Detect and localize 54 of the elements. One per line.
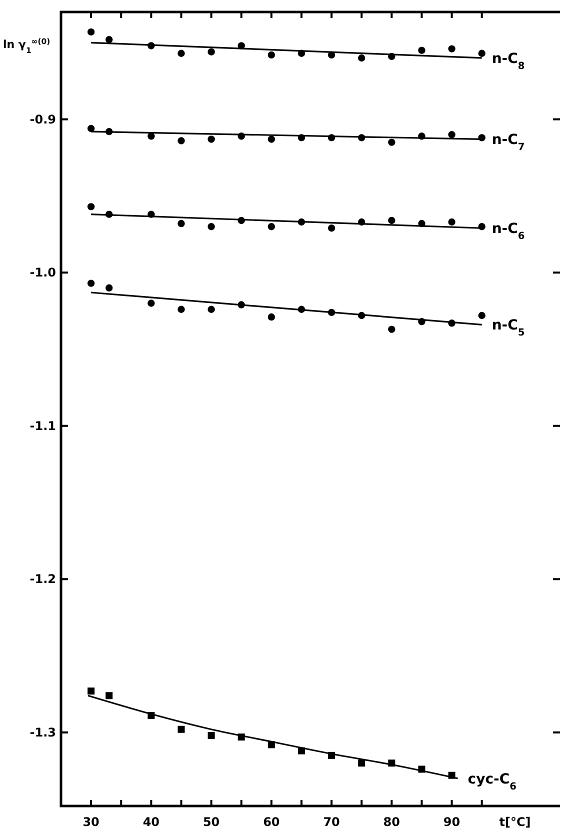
point [358,760,366,767]
point [388,138,396,146]
point [448,45,456,52]
x-tick-label: 30 [82,815,100,829]
x-tick-label: 80 [383,815,400,829]
x-tick-label: 50 [202,815,220,829]
point [178,50,185,57]
y-tick-label: -0.9 [30,112,56,126]
point [208,48,215,56]
series-label: n-C$_{8}$ [492,50,525,72]
point [268,136,276,143]
y-tick-label: -1.2 [30,572,56,586]
x-tick-label: 40 [142,815,160,829]
point [208,222,215,230]
point [105,284,113,292]
point [178,306,185,313]
x-tick-label: 90 [443,815,460,829]
point [105,36,113,44]
point [268,222,276,230]
point [358,54,366,62]
point [87,203,95,210]
x-tick-label: 70 [323,815,340,829]
point [178,726,185,733]
point [208,306,215,313]
series-label: n-C$_{7}$ [492,132,525,153]
point [478,50,486,57]
point [88,688,95,695]
point [268,313,276,321]
y-tick-label: -1.3 [30,725,56,740]
point [106,692,113,700]
x-tick-label: 60 [263,815,280,829]
point [178,220,185,228]
point [208,136,215,143]
series-label: cyc-C$_{6}$ [468,771,517,792]
y-tick-label: -1.0 [30,266,56,280]
point [208,732,215,739]
y-tick-label: -1.1 [30,418,56,433]
point [478,312,486,320]
point [388,326,396,333]
point [268,51,276,59]
point [448,218,456,226]
series-label: n-C$_{5}$ [492,318,525,338]
point [148,132,155,140]
point [418,46,426,54]
point [388,216,396,224]
point [148,300,155,307]
point [87,124,95,132]
point [178,137,185,144]
point [87,280,95,287]
point [87,28,95,36]
x-axis-title: t[°C] [499,815,531,829]
series-label: n-C$_{6}$ [492,221,525,242]
point [328,224,336,232]
point [448,131,456,138]
